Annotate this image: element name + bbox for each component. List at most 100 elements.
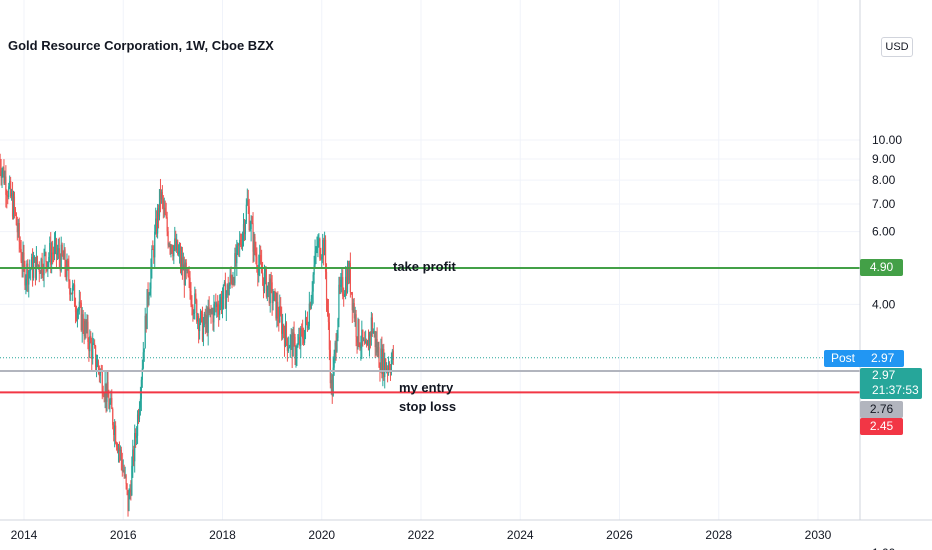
candle-body: [142, 352, 144, 369]
candle-body: [309, 303, 311, 309]
candle-body: [181, 257, 184, 271]
candle-body: [315, 248, 317, 252]
candle-body: [89, 335, 91, 352]
candle-body: [64, 249, 66, 269]
candle-body: [219, 296, 222, 305]
currency-button[interactable]: USD: [881, 37, 913, 57]
candle-body: [216, 303, 218, 308]
candle-body: [169, 244, 171, 249]
candle-body: [203, 313, 205, 325]
candle-body: [346, 267, 349, 292]
candle-body: [312, 274, 314, 292]
candle-body: [196, 300, 198, 322]
candle-body: [139, 398, 142, 408]
candle-body: [276, 301, 278, 319]
candle-body: [386, 368, 389, 371]
candle-body: [365, 340, 367, 344]
candle-body: [135, 433, 137, 438]
candle-body: [227, 284, 229, 295]
candle-body: [269, 278, 271, 304]
candle-body: [103, 395, 105, 397]
candle-body: [36, 256, 38, 266]
candle-body: [62, 254, 64, 260]
candle-body: [14, 208, 17, 214]
candle-body: [71, 292, 73, 294]
candle-body: [204, 313, 206, 324]
candle-body: [57, 248, 59, 253]
level-lines: [0, 267, 860, 394]
candle-body: [138, 407, 141, 420]
candle-body: [233, 279, 235, 284]
candle-body: [11, 193, 14, 217]
candle-body: [185, 262, 187, 271]
candle-body: [7, 195, 9, 198]
candle-body: [174, 238, 176, 246]
candle-body: [15, 213, 17, 226]
y-tick-label: 7.00: [872, 197, 896, 211]
candle-body: [358, 319, 360, 345]
candles: [0, 153, 394, 517]
candle-body: [198, 323, 201, 332]
candle-body: [170, 245, 172, 249]
candle-body: [375, 338, 377, 348]
candle-body: [184, 262, 186, 286]
candle-body: [353, 303, 355, 319]
candle-body: [238, 243, 240, 246]
candle-body: [282, 324, 285, 333]
candle-body: [288, 347, 290, 349]
candle-body: [369, 333, 372, 337]
candle-body: [206, 315, 208, 333]
candle-body: [271, 282, 273, 303]
candle-body: [144, 315, 146, 349]
candle-body: [31, 256, 33, 270]
candle-body: [145, 315, 147, 329]
candle-body: [39, 271, 41, 274]
candle-body: [305, 317, 308, 322]
candle-body: [200, 311, 203, 313]
candle-body: [172, 251, 174, 257]
x-tick-label: 2026: [606, 528, 633, 542]
candle-body: [246, 199, 248, 205]
my-entry-annotation: my entry: [399, 380, 454, 395]
candle-body: [386, 368, 388, 371]
candle-body: [186, 269, 188, 271]
candle-body: [25, 279, 27, 286]
candle-body: [125, 475, 127, 484]
candle-body: [202, 324, 205, 341]
candle-body: [104, 383, 106, 397]
candle-body: [383, 349, 385, 378]
candle-body: [157, 208, 160, 217]
candle-body: [115, 425, 117, 444]
x-tick-label: 2024: [507, 528, 534, 542]
candle-body: [267, 282, 269, 286]
current-price-value: 2.97: [872, 368, 896, 382]
candle-body: [347, 267, 350, 281]
candle-body: [20, 249, 22, 262]
candle-body: [191, 305, 193, 307]
candle-body: [27, 263, 29, 285]
post-label-text: Post: [831, 351, 856, 365]
candle-body: [53, 243, 56, 254]
candle-body: [123, 469, 125, 477]
candle-body: [284, 323, 287, 347]
candle-body: [95, 366, 98, 368]
candle-body: [230, 274, 232, 278]
y-tick-label: 9.00: [872, 152, 896, 166]
candle-body: [336, 337, 338, 352]
candle-body: [167, 231, 169, 246]
candle-body: [329, 349, 331, 384]
candle-body: [259, 255, 261, 265]
candle-body: [46, 261, 48, 270]
candle-body: [261, 273, 264, 278]
candle-body: [97, 361, 100, 369]
candle-body: [146, 289, 148, 329]
candle-body: [265, 269, 267, 297]
candle-body: [285, 323, 288, 339]
candle-body: [2, 167, 4, 172]
candle-body: [88, 342, 90, 352]
candle-body: [77, 309, 79, 312]
candle-body: [82, 314, 84, 330]
candle-body: [159, 189, 162, 200]
candle-body: [320, 258, 322, 260]
